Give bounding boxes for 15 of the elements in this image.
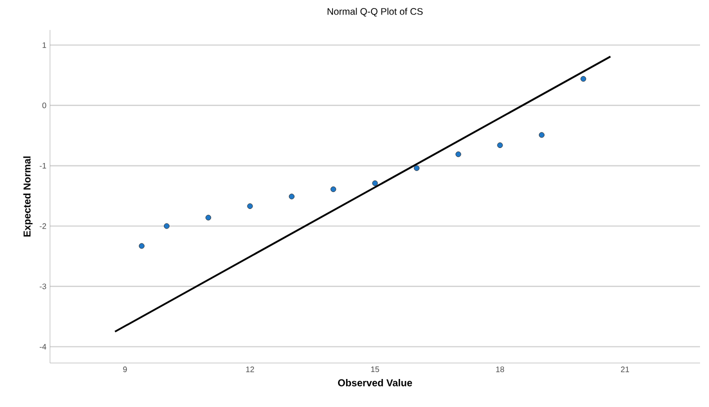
point [164, 223, 170, 229]
point [456, 151, 462, 158]
point [414, 165, 420, 171]
point [330, 186, 336, 192]
point [538, 132, 545, 138]
chart-title: Normal Q-Q Plot of CS [328, 8, 423, 17]
y-axis-title: Expected Normal [23, 156, 33, 237]
point [138, 243, 145, 249]
x-axis-title: Observed Value [338, 379, 412, 386]
point [372, 180, 378, 186]
point [205, 214, 212, 220]
point [288, 194, 295, 200]
point [247, 203, 253, 209]
point [497, 142, 503, 148]
point [580, 76, 586, 82]
